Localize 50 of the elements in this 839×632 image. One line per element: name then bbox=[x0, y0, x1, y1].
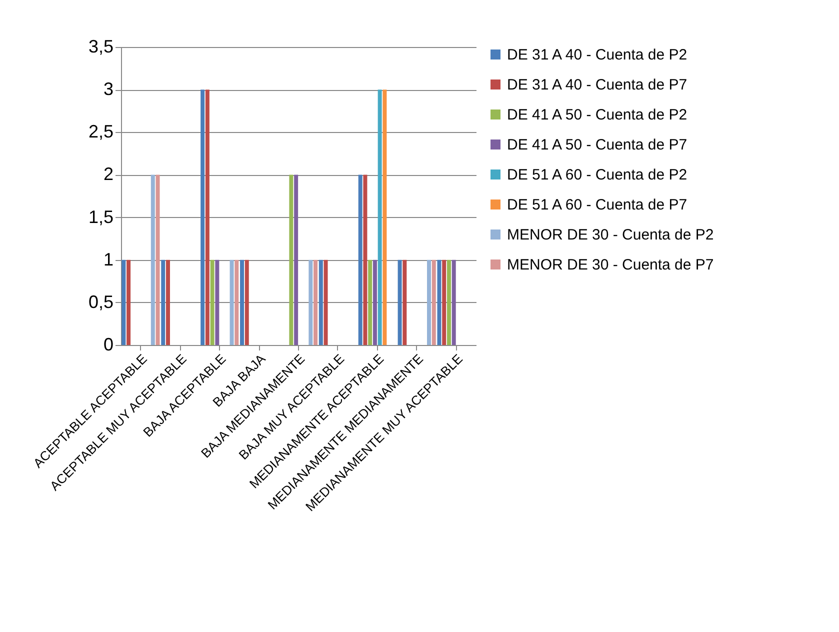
bar bbox=[240, 260, 244, 345]
bar bbox=[324, 260, 328, 345]
bar bbox=[289, 174, 294, 345]
bar bbox=[205, 90, 210, 345]
bar bbox=[432, 260, 436, 345]
bar bbox=[378, 90, 382, 345]
bar bbox=[244, 260, 249, 345]
legend-label: DE 51 A 60 - Cuenta de P7 bbox=[507, 196, 688, 214]
legend-label: MENOR DE 30 - Cuenta de P7 bbox=[507, 256, 714, 274]
y-tick-label: 2,5 bbox=[88, 122, 114, 142]
bar bbox=[161, 260, 166, 345]
legend-label: DE 31 A 40 - Cuenta de P7 bbox=[507, 76, 688, 94]
legend-label: DE 51 A 60 - Cuenta de P2 bbox=[507, 166, 688, 184]
bar bbox=[398, 260, 402, 345]
bar bbox=[402, 260, 407, 345]
y-tick-label: 3,5 bbox=[88, 36, 114, 56]
bar bbox=[215, 260, 220, 345]
bar bbox=[314, 260, 318, 345]
y-tick-label: 3 bbox=[103, 79, 114, 100]
y-tick-label: 0,5 bbox=[88, 292, 114, 312]
legend-label: DE 31 A 40 - Cuenta de P2 bbox=[507, 46, 688, 64]
bar bbox=[234, 260, 239, 345]
legend-label: DE 41 A 50 - Cuenta de P2 bbox=[507, 106, 688, 124]
bar bbox=[442, 260, 446, 345]
bar bbox=[446, 260, 451, 345]
bar bbox=[294, 174, 298, 345]
bar bbox=[200, 90, 205, 345]
bar bbox=[166, 260, 170, 345]
bar bbox=[437, 260, 442, 345]
y-tick-label: 2 bbox=[103, 164, 114, 184]
legend-label: MENOR DE 30 - Cuenta de P2 bbox=[507, 226, 714, 244]
bar bbox=[156, 174, 160, 345]
bar bbox=[382, 90, 387, 345]
y-tick-label: 0 bbox=[103, 334, 114, 354]
bar bbox=[452, 260, 456, 345]
bar bbox=[230, 260, 234, 345]
bar bbox=[372, 260, 377, 345]
bar bbox=[210, 260, 214, 345]
bar bbox=[318, 260, 323, 345]
bar bbox=[308, 260, 313, 345]
y-tick-label: 1 bbox=[103, 249, 114, 270]
bar bbox=[126, 260, 131, 345]
bar bbox=[150, 174, 155, 345]
legend-label: DE 41 A 50 - Cuenta de P7 bbox=[507, 136, 688, 154]
bar bbox=[363, 174, 368, 345]
bar bbox=[427, 260, 432, 345]
bar bbox=[368, 260, 372, 345]
y-tick-label: 1,5 bbox=[88, 206, 114, 227]
bar bbox=[358, 174, 362, 345]
bar bbox=[122, 260, 126, 345]
